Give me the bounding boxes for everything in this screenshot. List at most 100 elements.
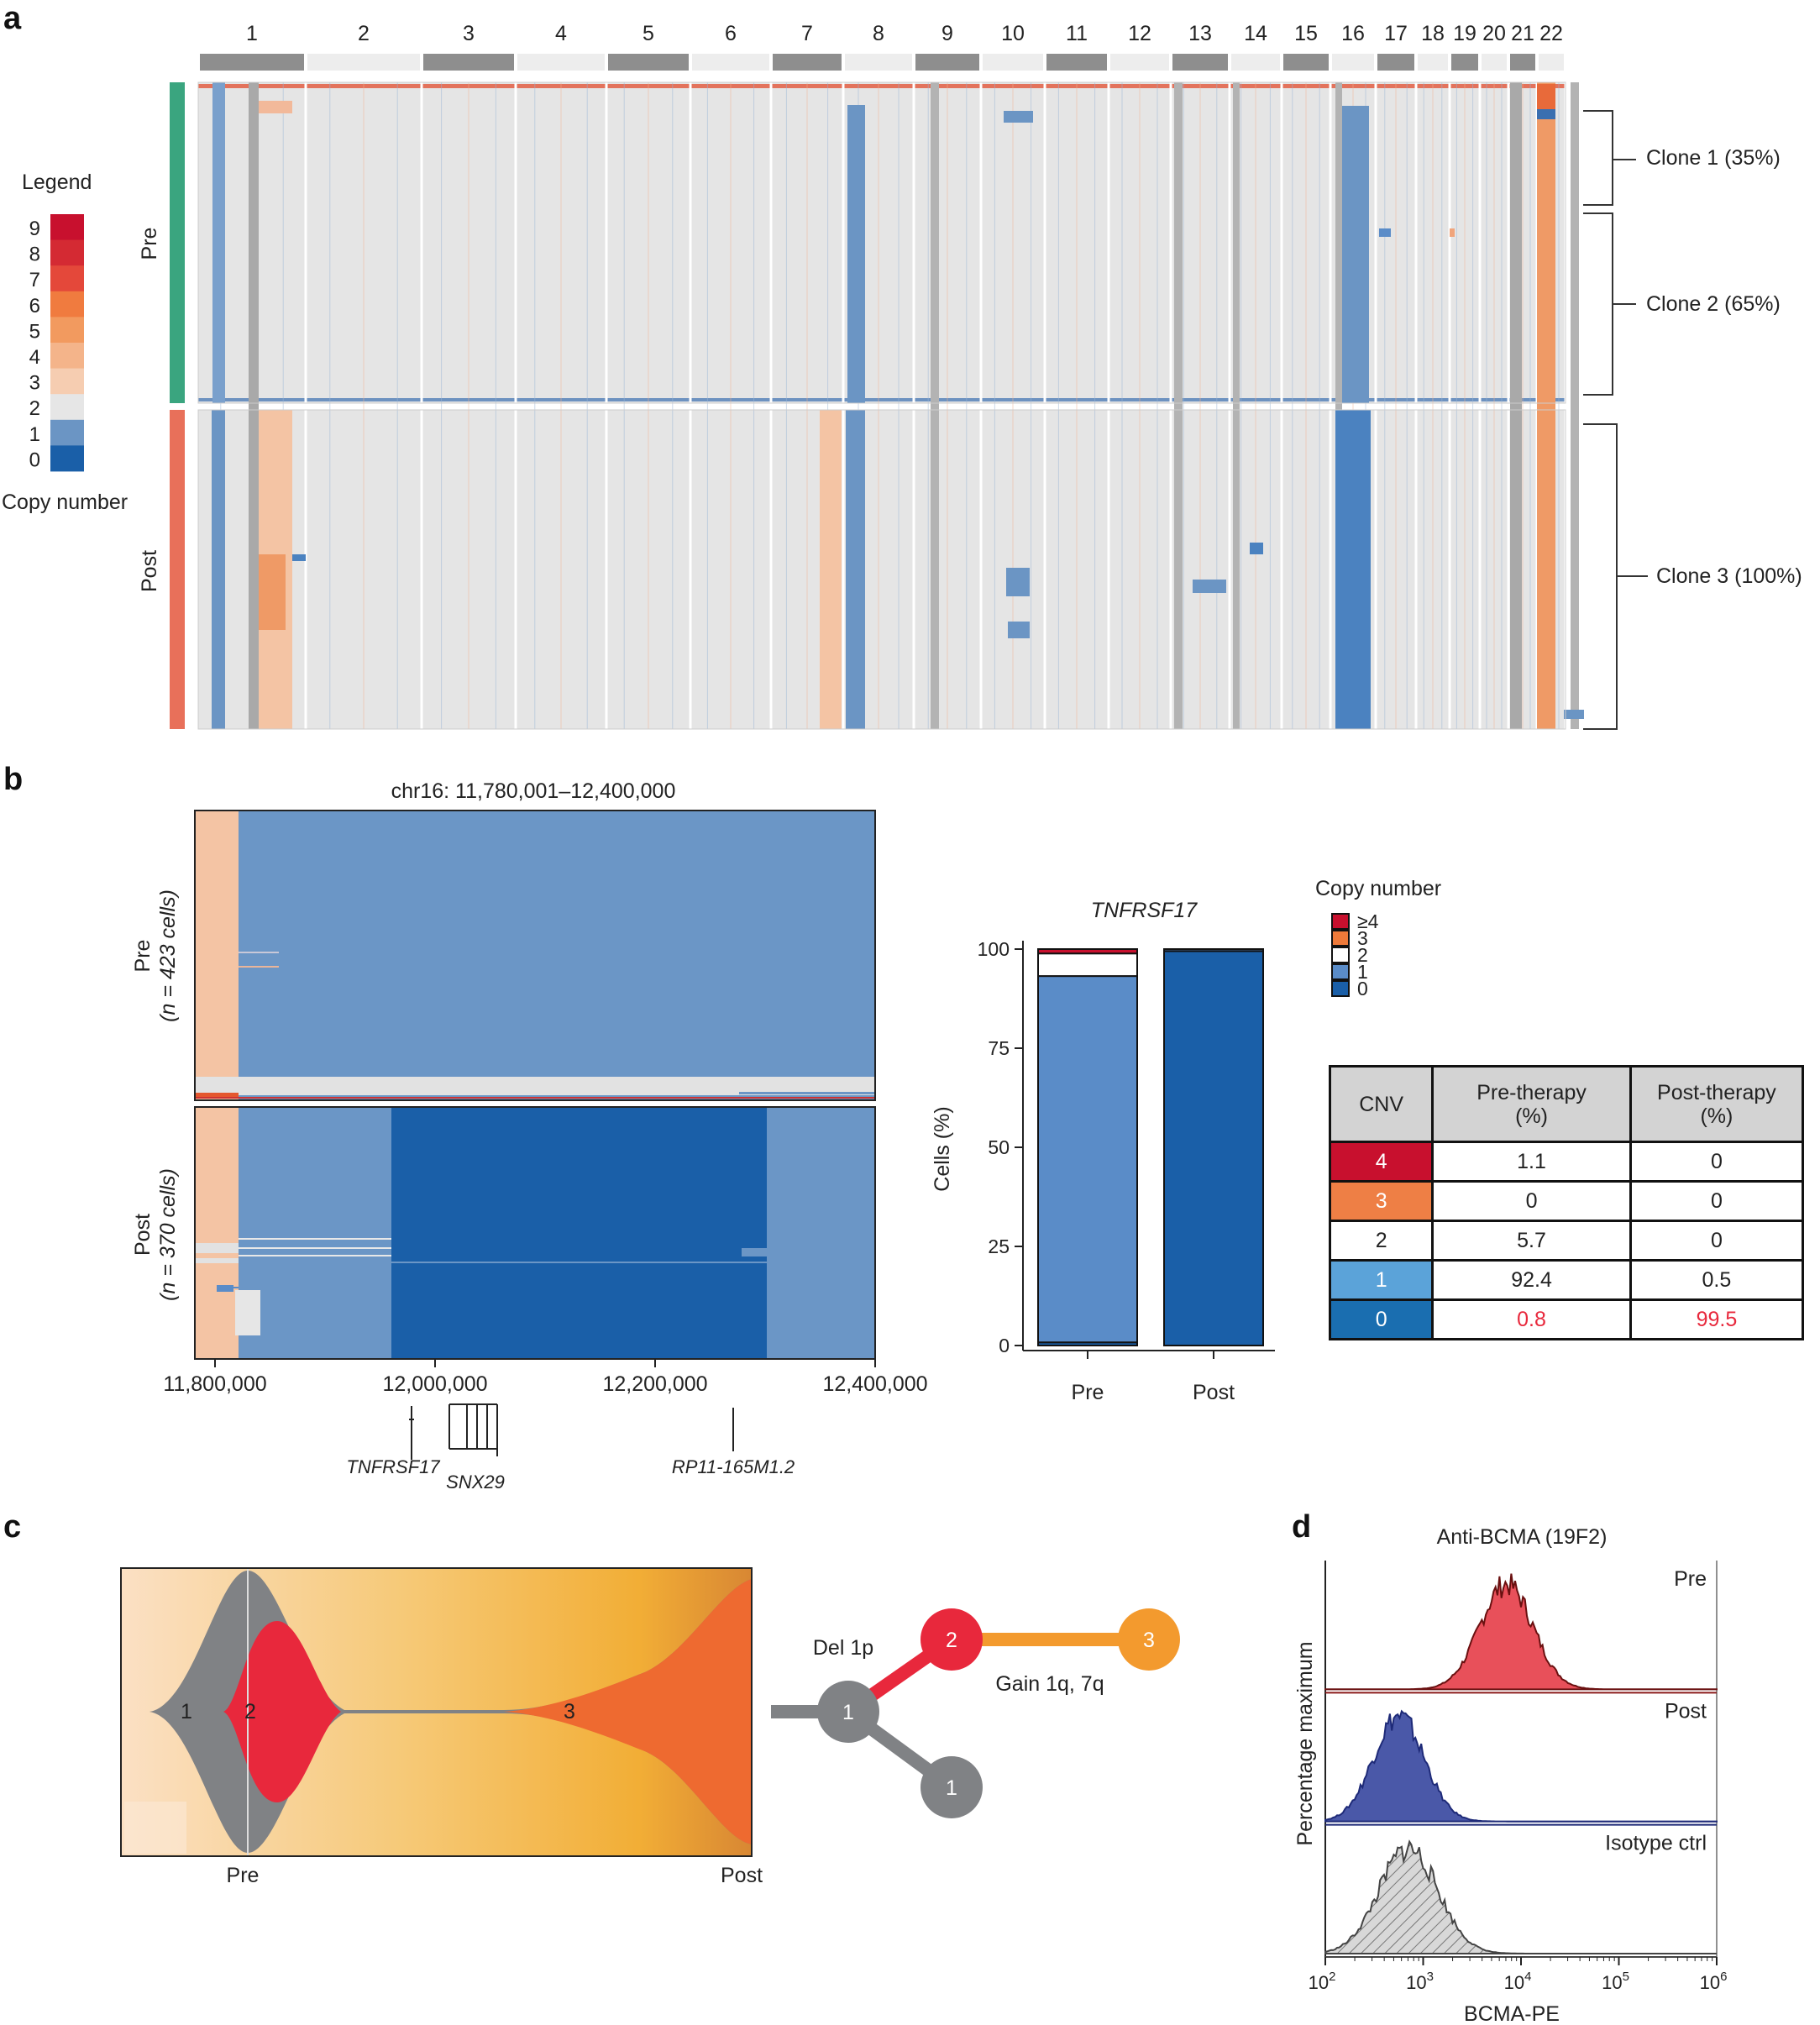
legend-swatch — [50, 317, 84, 344]
flow-x-tick-label: 105 — [1602, 1970, 1629, 1993]
table-cell-cnv: 4 — [1328, 1141, 1434, 1183]
legend-swatch — [50, 445, 84, 472]
clone-1-stream — [149, 1571, 752, 1853]
legend-item-label: ≥4 — [1357, 910, 1379, 932]
chromosome-bar — [1451, 54, 1478, 71]
legend-swatch — [1331, 980, 1350, 997]
tree-node — [817, 1681, 879, 1743]
bar-segment — [1037, 975, 1138, 1344]
chromosome-label: 5 — [643, 22, 654, 45]
pre-group-bar — [170, 82, 185, 403]
table-header-cnv: CNV — [1328, 1065, 1434, 1143]
flow-track-label: Isotype ctrl — [1605, 1832, 1707, 1855]
copy-number-legend-title: Copy number — [1315, 877, 1441, 900]
bar-segment — [1163, 948, 1264, 952]
legend-swatch — [50, 343, 84, 369]
tree-node — [920, 1608, 983, 1671]
cnv-table-body: 4 1.1 0 3 0 0 2 5.7 0 1 92.4 0.5 0 0.8 99.5 — [1328, 1141, 1805, 1340]
clone-2-label: Clone 2 (65%) — [1646, 292, 1781, 316]
bar-chart-title: TNFRSF17 — [1091, 899, 1198, 922]
pre-count: (n = 423 cells) — [156, 889, 180, 1022]
tree-node-label: 1 — [842, 1701, 854, 1724]
legend-level-label: 4 — [29, 346, 40, 369]
table-row: 0 0.8 99.5 — [1328, 1298, 1805, 1340]
panel-label-b: b — [3, 762, 23, 797]
fish-clone-label-1: 1 — [181, 1700, 192, 1723]
chromosome-bar — [1172, 54, 1228, 71]
cnv-table: CNV Pre-therapy (%) Post-therapy (%) 4 1.… — [1328, 1065, 1805, 1340]
legend-swatch — [50, 214, 84, 240]
chromosome-label: 7 — [801, 22, 813, 45]
chromosome-bar — [983, 54, 1043, 71]
legend-swatch — [50, 265, 84, 292]
clone-1-label: Clone 1 (35%) — [1646, 146, 1781, 170]
bar-segment — [1037, 948, 1138, 955]
legend-swatch — [1331, 930, 1350, 947]
legend-level-label: 8 — [29, 244, 40, 266]
post-group-label: Post — [138, 550, 161, 592]
chromosome-bar — [307, 54, 420, 71]
gene-track — [409, 1403, 734, 1460]
post-count: (n = 370 cells) — [156, 1168, 180, 1301]
x-tick-label: 12,000,000 — [382, 1372, 487, 1396]
legend-level-label: 0 — [29, 449, 40, 471]
tree-edge-label-del1p: Del 1p — [813, 1636, 873, 1660]
chromosome-bar — [1231, 54, 1280, 71]
chromosome-label: 15 — [1294, 22, 1318, 45]
chromosome-bar — [423, 54, 514, 71]
panel-a: a 1 2 3 4 5 6 7 8 9 10 11 12 13 14 15 16 17 18 19 20 21 22 Pr… — [2, 1, 1802, 730]
legend-swatch — [50, 419, 84, 446]
x-tick-label: 12,200,000 — [602, 1372, 707, 1396]
tree-node-label: 3 — [1143, 1629, 1155, 1652]
clone-2-stream — [223, 1621, 341, 1802]
chromosome-label: 20 — [1482, 22, 1506, 45]
chromosome-bar — [200, 54, 304, 71]
flow-ylabel: Percentage maximum — [1293, 1641, 1317, 1845]
tree-edge-label-gain: Gain 1q, 7q — [995, 1672, 1104, 1696]
table-cell-cnv: 1 — [1328, 1259, 1434, 1301]
legend-level-label: 1 — [29, 423, 40, 446]
chromosome-label: 16 — [1341, 22, 1365, 45]
x-tick-label: 11,800,000 — [163, 1372, 266, 1396]
table-header-pre: Pre-therapy (%) — [1431, 1065, 1632, 1143]
bar-chart-ylabel: Cells (%) — [931, 1106, 954, 1191]
chromosome-label: 22 — [1539, 22, 1563, 45]
legend-level-label: 3 — [29, 372, 40, 395]
table-cell-post: 0 — [1629, 1220, 1805, 1262]
clone-3-bracket — [1583, 423, 1648, 730]
table-cell-pre: 0 — [1431, 1180, 1632, 1222]
pre-group-label: Pre — [138, 228, 161, 260]
tree-node — [920, 1756, 983, 1818]
chromosome-label: 3 — [463, 22, 475, 45]
copy-number-heatmap — [197, 81, 1584, 730]
chromosome-bar — [1377, 54, 1414, 71]
clone-2-bracket — [1583, 212, 1636, 396]
legend-item-label: 0 — [1357, 978, 1368, 999]
legend-item-label: 2 — [1357, 944, 1368, 966]
gene-label-tnfrsf17: TNFRSF17 — [346, 1456, 440, 1477]
chromosome-bar — [1418, 54, 1448, 71]
gene-label-snx29: SNX29 — [446, 1472, 505, 1493]
legend-swatch — [50, 368, 84, 395]
region-x-axis: 11,800,000 12,000,000 12,200,000 12,400,… — [163, 1359, 928, 1396]
bar-segment — [1163, 950, 1264, 1346]
flow-title: Anti-BCMA (19F2) — [1437, 1525, 1608, 1549]
y-tick-label: 25 — [988, 1235, 1010, 1257]
chromosome-bar — [1046, 54, 1107, 71]
fish-clone-label-2: 2 — [244, 1700, 256, 1723]
pre-label-b: Pre — [131, 940, 155, 973]
table-row: 1 92.4 0.5 — [1328, 1259, 1805, 1301]
panel-label-a: a — [3, 1, 22, 36]
post-region-heatmap — [194, 1106, 876, 1360]
table-cell-post: 99.5 — [1629, 1298, 1805, 1340]
tree-node — [1118, 1608, 1180, 1671]
table-cell-pre: 1.1 — [1431, 1141, 1632, 1183]
flow-histograms: Pre Post Isotype ctrl 102 103 104 105 106 — [1309, 1561, 1727, 1993]
chromosome-bar — [517, 54, 605, 71]
chromosome-bar — [692, 54, 769, 71]
chromosome-label: 19 — [1453, 22, 1476, 45]
legend-level-label: 2 — [29, 397, 40, 420]
chromosome-label: 11 — [1066, 22, 1088, 45]
y-tick-label: 50 — [988, 1136, 1010, 1158]
